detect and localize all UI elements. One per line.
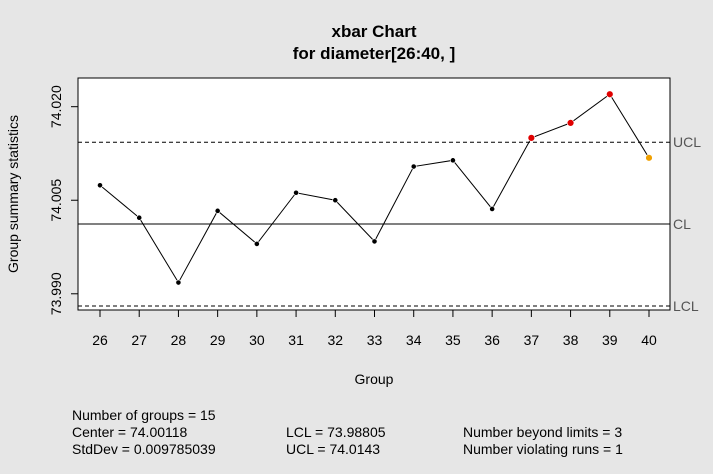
x-tick-label: 35 [445, 332, 461, 348]
x-axis-label: Group [355, 371, 394, 387]
stat-stddev: StdDev = 0.009785039 [72, 441, 216, 457]
data-point [566, 119, 575, 127]
y-tick-label: 74.005 [48, 179, 64, 222]
chart-title: xbar Chart [331, 22, 416, 41]
x-tick-label: 39 [602, 332, 618, 348]
x-tick-label: 36 [484, 332, 500, 348]
stat-ucl: UCL = 74.0143 [286, 441, 381, 457]
x-tick-label: 38 [563, 332, 579, 348]
ucl-label: UCL [673, 134, 701, 150]
x-tick-label: 28 [171, 332, 187, 348]
cl-label: CL [673, 216, 691, 232]
lcl-label: LCL [673, 298, 699, 314]
x-tick-label: 27 [131, 332, 147, 348]
data-point [489, 206, 496, 212]
data-point [97, 182, 103, 189]
x-tick-label: 34 [406, 332, 422, 348]
y-tick-label: 73.990 [48, 272, 64, 315]
data-point [293, 189, 299, 196]
y-axis-label: Group summary statistics [5, 115, 21, 273]
data-point [136, 214, 143, 221]
x-tick-label: 33 [367, 332, 383, 348]
x-tick-label: 30 [249, 332, 265, 348]
x-tick-label: 29 [210, 332, 226, 348]
x-tick-label: 31 [288, 332, 304, 348]
data-point [175, 279, 182, 286]
data-point [645, 154, 653, 162]
plot-area [77, 77, 671, 311]
data-point [371, 238, 378, 245]
data-point [450, 157, 456, 164]
x-tick-label: 26 [92, 332, 108, 348]
data-point [410, 163, 417, 170]
data-point [253, 240, 260, 247]
x-tick-label: 32 [327, 332, 343, 348]
chart-subtitle: for diameter[26:40, ] [293, 44, 456, 63]
stat-center: Center = 74.00118 [72, 424, 188, 440]
x-tick-label: 40 [641, 332, 657, 348]
data-point [527, 134, 536, 142]
x-tick-label: 37 [524, 332, 540, 348]
stat-violating-runs: Number violating runs = 1 [463, 441, 623, 457]
stat-beyond-limits: Number beyond limits = 3 [463, 424, 623, 440]
stat-lcl: LCL = 73.98805 [286, 424, 386, 440]
data-point [606, 90, 614, 98]
data-point [214, 207, 221, 214]
stat-groups: Number of groups = 15 [72, 407, 216, 423]
y-tick-label: 74.020 [48, 85, 64, 128]
data-point [332, 197, 339, 204]
